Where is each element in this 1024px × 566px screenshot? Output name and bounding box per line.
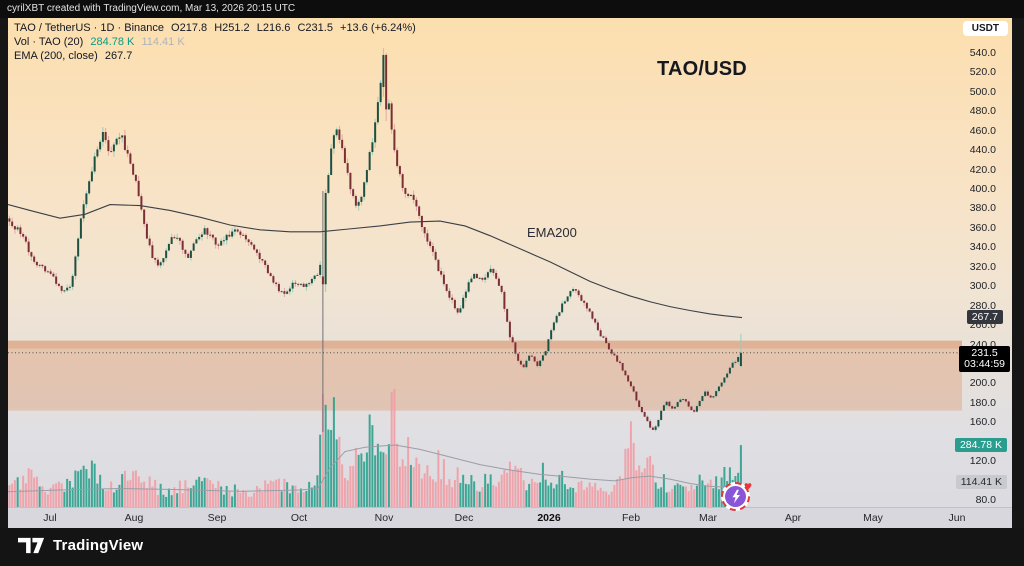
price-tick-label: 520.0 xyxy=(969,66,996,79)
tradingview-logo-icon xyxy=(18,537,45,554)
heart-icon xyxy=(743,478,753,496)
attribution-text: cyrilXBT created with TradingView.com, M… xyxy=(7,3,296,14)
volume-value: 284.78 K xyxy=(90,36,135,48)
price-tick-label: 180.0 xyxy=(969,396,996,409)
last-price-value: 231.5 xyxy=(971,346,998,359)
price-tick-label: 500.0 xyxy=(969,85,996,98)
time-axis-label: Apr xyxy=(784,512,802,524)
time-axis-label: May xyxy=(863,512,883,524)
price-axis[interactable]: 540.0 520.0 500.0 480.0 460.0 440.0 420.0 400.0… xyxy=(962,18,1012,507)
volume-indicator-label: Vol · TAO (20) xyxy=(14,36,84,48)
ohlc-close: C231.5 xyxy=(297,22,333,34)
ema200-chart-label[interactable]: EMA200 xyxy=(527,225,577,240)
time-axis-label: 2026 xyxy=(537,512,561,524)
symbol-watermark: TAO/USD xyxy=(657,58,747,80)
price-tick-label: 380.0 xyxy=(969,202,996,215)
time-axis-label: Nov xyxy=(374,512,394,524)
volume-badge: 284.78 K xyxy=(954,438,1007,453)
legend-symbol-row[interactable]: TAO / TetherUS · 1D · Binance O217.8 H25… xyxy=(14,22,420,35)
legend-volume-row[interactable]: Vol · TAO (20) 284.78 K 114.41 K xyxy=(14,36,420,49)
boost-reaction-sticker[interactable] xyxy=(721,482,752,511)
time-axis[interactable]: Jul Aug Sep Oct Nov Dec 2026 Feb Mar Apr May Jun xyxy=(8,507,1012,528)
price-tick-label: 300.0 xyxy=(969,280,996,293)
price-tick-label: 120.0 xyxy=(969,455,996,468)
tradingview-logo-text: TradingView xyxy=(53,537,144,554)
price-tick-label: 80.0 xyxy=(975,493,996,506)
candles-layer xyxy=(8,48,742,432)
supply-zone xyxy=(8,340,962,411)
symbol-title: TAO / TetherUS · 1D · Binance xyxy=(14,22,164,34)
chart-pane[interactable] xyxy=(8,18,962,507)
price-tick-label: 280.0 xyxy=(969,299,996,312)
legend-ema-row[interactable]: EMA (200, close) 267.7 xyxy=(14,50,420,63)
ohlc-high: H251.2 xyxy=(214,22,250,34)
price-tick-label: 400.0 xyxy=(969,183,996,196)
time-axis-label: Jun xyxy=(948,512,966,524)
price-tick-label: 460.0 xyxy=(969,124,996,137)
volume-ma-value: 114.41 K xyxy=(141,36,185,48)
attribution-bar: cyrilXBT created with TradingView.com, M… xyxy=(0,0,1024,18)
volume-ma-badge: 114.41 K xyxy=(955,475,1007,490)
price-tick-label: 480.0 xyxy=(969,105,996,118)
price-tick-label: 160.0 xyxy=(969,416,996,429)
price-tick-label: 420.0 xyxy=(969,163,996,176)
ema200-line xyxy=(8,204,743,319)
volume-ma-line xyxy=(8,444,742,493)
time-axis-label: Sep xyxy=(207,512,227,524)
price-tick-label: 320.0 xyxy=(969,260,996,273)
time-axis-label: Aug xyxy=(124,512,144,524)
left-toolbar-edge xyxy=(0,18,8,528)
ema-indicator-label: EMA (200, close) xyxy=(14,50,98,62)
chart-background xyxy=(8,18,1012,507)
tradingview-logo[interactable]: TradingView xyxy=(18,537,143,554)
price-tick-label: 360.0 xyxy=(969,221,996,234)
volume-layer xyxy=(8,388,742,507)
ohlc-change: +13.6 (+6.24%) xyxy=(340,22,416,34)
lightning-bolt-icon xyxy=(725,486,746,507)
price-tick-label: 440.0 xyxy=(969,144,996,157)
currency-toggle-button[interactable]: USDT xyxy=(962,21,1008,36)
bar-countdown: 03:44:59 xyxy=(964,357,1005,370)
chart-legend: TAO / TetherUS · 1D · Binance O217.8 H25… xyxy=(14,22,420,64)
price-tick-label: 540.0 xyxy=(969,47,996,59)
ohlc-low: L216.6 xyxy=(256,22,291,34)
price-tick-label: 340.0 xyxy=(969,241,996,254)
time-axis-label: Jul xyxy=(43,512,57,524)
time-axis-label: Mar xyxy=(698,512,718,524)
footer-bar: TradingView xyxy=(0,528,1024,566)
ohlc-open: O217.8 xyxy=(171,22,208,34)
time-axis-label: Oct xyxy=(290,512,308,524)
right-frame-edge xyxy=(1012,18,1024,528)
time-axis-label: Feb xyxy=(621,512,641,524)
ema-price-badge: 267.7 xyxy=(966,309,1003,324)
time-axis-label: Dec xyxy=(454,512,474,524)
ema-value: 267.7 xyxy=(104,50,133,62)
price-tick-label: 200.0 xyxy=(969,377,996,390)
last-price-badge: 231.5 03:44:59 xyxy=(959,345,1010,372)
